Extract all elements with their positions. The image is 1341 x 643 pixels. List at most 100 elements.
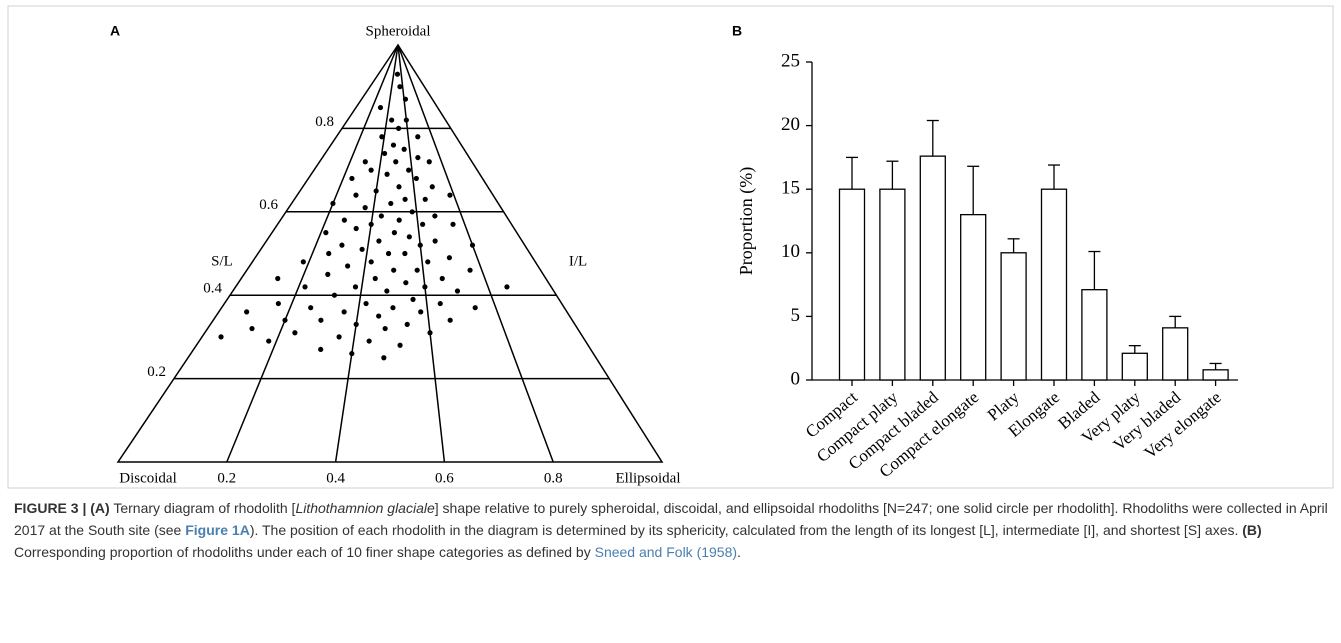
data-point bbox=[353, 225, 359, 232]
data-point bbox=[388, 200, 394, 207]
data-point bbox=[376, 313, 382, 319]
data-point bbox=[368, 259, 374, 265]
axis-label: S/L bbox=[211, 253, 233, 269]
data-point bbox=[377, 104, 384, 111]
data-point bbox=[368, 221, 374, 227]
data-point bbox=[414, 267, 420, 273]
y-tick-label: 0.4 bbox=[203, 281, 222, 297]
data-point bbox=[469, 242, 476, 248]
data-point bbox=[396, 217, 402, 223]
caption-text: . bbox=[737, 544, 741, 560]
data-point bbox=[345, 263, 351, 269]
caption-text: FIGURE 3 | bbox=[14, 500, 91, 516]
data-point bbox=[397, 84, 403, 90]
data-point bbox=[409, 209, 415, 215]
data-point bbox=[382, 325, 388, 332]
data-point bbox=[427, 330, 433, 336]
data-point bbox=[282, 317, 288, 323]
triangle bbox=[116, 43, 664, 463]
y-tick-label: 25 bbox=[781, 50, 800, 71]
data-point bbox=[415, 134, 421, 140]
grid-line bbox=[397, 44, 446, 463]
data-point bbox=[397, 342, 403, 348]
data-point bbox=[425, 259, 431, 265]
bar bbox=[960, 213, 987, 381]
y-tick-label: 0 bbox=[791, 368, 801, 389]
caption-text: (A) bbox=[90, 500, 110, 516]
y-tick-label: 0.6 bbox=[259, 197, 278, 213]
data-point bbox=[410, 296, 416, 302]
data-point bbox=[300, 259, 306, 265]
data-point bbox=[439, 275, 445, 282]
data-point bbox=[331, 292, 338, 298]
data-point bbox=[308, 305, 314, 311]
data-point bbox=[379, 134, 385, 140]
data-point bbox=[432, 213, 438, 219]
data-point bbox=[336, 334, 342, 340]
bar bbox=[1162, 327, 1189, 381]
caption-text: Lithothamnion glaciale bbox=[295, 500, 435, 516]
bar bbox=[1040, 188, 1068, 381]
caption-link[interactable]: Figure 1A bbox=[185, 522, 250, 538]
data-point bbox=[384, 171, 390, 177]
caption-text: (B) bbox=[1242, 522, 1262, 538]
data-point bbox=[349, 175, 355, 182]
data-point bbox=[318, 346, 324, 353]
data-point bbox=[447, 317, 453, 323]
data-point bbox=[326, 250, 332, 257]
x-tick-label: 0.8 bbox=[544, 470, 563, 486]
data-point bbox=[394, 71, 401, 77]
data-point bbox=[339, 242, 345, 248]
data-point bbox=[504, 284, 510, 290]
data-point bbox=[384, 288, 390, 294]
data-point bbox=[396, 184, 402, 190]
figure: A 0.2 0.4 0.6 0.8 0.2 0.4 0.6 0.8 Spheroidal Disco… bbox=[7, 5, 1334, 489]
data-point bbox=[413, 175, 419, 182]
data-point bbox=[450, 221, 456, 227]
x-tick-label: 0.4 bbox=[326, 470, 345, 486]
bar bbox=[1202, 369, 1229, 381]
data-point bbox=[382, 150, 388, 157]
data-point bbox=[390, 305, 396, 311]
data-point bbox=[402, 96, 409, 102]
y-tick-label: 15 bbox=[781, 178, 800, 199]
data-point bbox=[325, 271, 331, 277]
caption: FIGURE 3 | (A) Ternary diagram of rhodol… bbox=[14, 497, 1329, 563]
data-point bbox=[341, 309, 347, 315]
data-point bbox=[393, 159, 399, 165]
axis-label: I/L bbox=[569, 253, 587, 269]
data-point bbox=[353, 192, 359, 198]
data-point bbox=[363, 300, 369, 307]
data-point bbox=[437, 300, 443, 307]
data-point bbox=[403, 117, 409, 123]
data-point bbox=[406, 167, 412, 173]
data-point bbox=[302, 284, 308, 290]
data-point bbox=[368, 167, 374, 173]
data-point bbox=[353, 321, 359, 327]
data-point bbox=[417, 242, 423, 248]
data-point bbox=[362, 205, 368, 211]
data-point bbox=[418, 309, 424, 315]
x-tick-label: 0.6 bbox=[435, 470, 454, 486]
data-point bbox=[402, 196, 408, 202]
data-point bbox=[292, 330, 298, 336]
data-point bbox=[403, 280, 409, 286]
data-point bbox=[446, 255, 453, 261]
caption-text: Ternary diagram of rhodolith [ bbox=[109, 500, 296, 516]
grid-line bbox=[397, 44, 554, 463]
bar bbox=[919, 155, 946, 381]
data-point bbox=[402, 250, 408, 257]
vertex-label: Ellipsoidal bbox=[616, 470, 681, 486]
data-point bbox=[330, 200, 336, 207]
data-point bbox=[389, 117, 395, 123]
data-point bbox=[422, 284, 428, 290]
data-point bbox=[349, 350, 355, 357]
vertex-label: Discoidal bbox=[119, 470, 177, 486]
data-point bbox=[391, 230, 397, 236]
data-point bbox=[390, 142, 397, 148]
data-point bbox=[362, 159, 368, 165]
y-tick-label: 5 bbox=[791, 305, 801, 326]
caption-link[interactable]: Sneed and Folk (1958) bbox=[594, 544, 738, 560]
data-point bbox=[249, 325, 255, 332]
